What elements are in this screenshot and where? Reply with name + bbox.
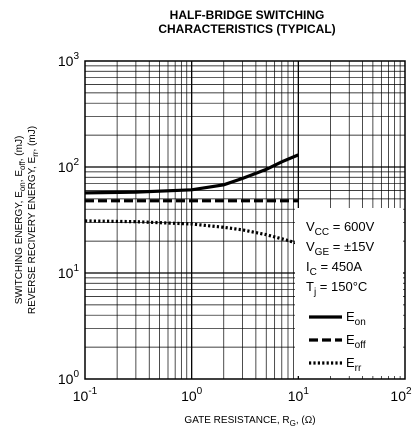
condition-line: IC = 450A (306, 259, 362, 278)
x-tick-base: 10 (288, 388, 304, 404)
x-tick-label: 100 (181, 386, 203, 404)
condition-symbol: V (306, 239, 315, 254)
condition-value: = 600V (329, 219, 375, 234)
legend-subscript: off (355, 340, 366, 351)
condition-subscript: C (310, 267, 317, 278)
x-tick-exponent: 0 (197, 386, 203, 397)
y-tick-exponent: 0 (73, 369, 79, 380)
y-tick-exponent: 3 (73, 51, 79, 62)
y-tick-base: 10 (58, 371, 74, 387)
condition-line: VGE = ±15V (306, 239, 375, 258)
x-tick-labels: 10-1 100 101 102 (73, 386, 412, 404)
y-tick-label: 100 (58, 369, 80, 387)
x-tick-label: 101 (288, 386, 310, 404)
y-tick-base: 10 (58, 53, 74, 69)
condition-subscript: GE (315, 247, 330, 258)
legend-label: Eon (346, 309, 366, 328)
y-tick-base: 10 (58, 265, 74, 281)
series-line-e-on (84, 153, 299, 195)
legend-label: Err (346, 355, 362, 374)
x-tick-exponent: 2 (406, 386, 412, 397)
legend-name: E (346, 355, 355, 370)
condition-value: = 450A (317, 259, 363, 274)
condition-subscript: CC (315, 227, 329, 238)
condition-symbol: I (306, 259, 310, 274)
y-label-part: , E (14, 170, 25, 183)
y-tick-base: 10 (58, 159, 74, 175)
x-label-subscript: G (290, 419, 296, 428)
chart-title-line-1: HALF-BRIDGE SWITCHING (170, 8, 325, 22)
x-tick-exponent: 1 (303, 386, 309, 397)
x-tick-exponent: -1 (88, 386, 97, 397)
x-label-main: GATE RESISTANCE, R (184, 415, 289, 426)
y-axis-label-line-2: REVERSE RECIVERY ENERGY, Err, (mJ) (27, 126, 40, 314)
conditions-box (295, 208, 403, 376)
condition-symbol: V (306, 219, 315, 234)
x-tick-label: 102 (390, 386, 412, 404)
legend-name: E (346, 332, 355, 347)
legend-label: Eoff (346, 332, 366, 351)
x-tick-base: 10 (73, 388, 89, 404)
plot-frame (84, 60, 406, 380)
y-label-part: off (18, 160, 27, 170)
condition-value: = 150°C (316, 279, 367, 294)
condition-symbol: T (306, 279, 314, 294)
x-tick-base: 10 (181, 388, 197, 404)
x-tick-label: 10-1 (73, 386, 98, 404)
y-label-part: , (mJ) (14, 136, 25, 162)
chart-title-line-2: CHARACTERISTICS (TYPICAL) (158, 22, 335, 36)
y-label-part: , (mJ) (27, 126, 38, 152)
condition-line: Tj = 150°C (306, 279, 367, 298)
y-label-part: rr (31, 151, 40, 157)
y-label-part: SWITCHING ENERGY, E (14, 191, 25, 304)
condition-subscript: j (313, 287, 316, 298)
legend-subscript: on (355, 317, 366, 328)
condition-value: = ±15V (329, 239, 374, 254)
x-label-tail: , (Ω) (296, 415, 316, 426)
series-lines (84, 153, 299, 246)
y-axis-label-line-1: SWITCHING ENERGY, Eon, Eoff, (mJ) (14, 136, 27, 305)
series-line-e-rr (84, 219, 299, 246)
condition-line: VCC = 600V (306, 219, 375, 238)
y-label-part: REVERSE RECIVERY ENERGY, E (27, 156, 38, 314)
y-tick-label: 103 (58, 51, 80, 69)
y-tick-exponent: 1 (73, 263, 79, 274)
legend-name: E (346, 309, 355, 324)
y-tick-exponent: 2 (73, 157, 79, 168)
y-label-part: on (18, 182, 27, 191)
x-axis-label: GATE RESISTANCE, RG, (Ω) (184, 415, 315, 428)
y-tick-label: 102 (58, 157, 80, 175)
legend-subscript: rr (355, 363, 362, 374)
y-tick-label: 101 (58, 263, 80, 281)
x-tick-base: 10 (390, 388, 406, 404)
